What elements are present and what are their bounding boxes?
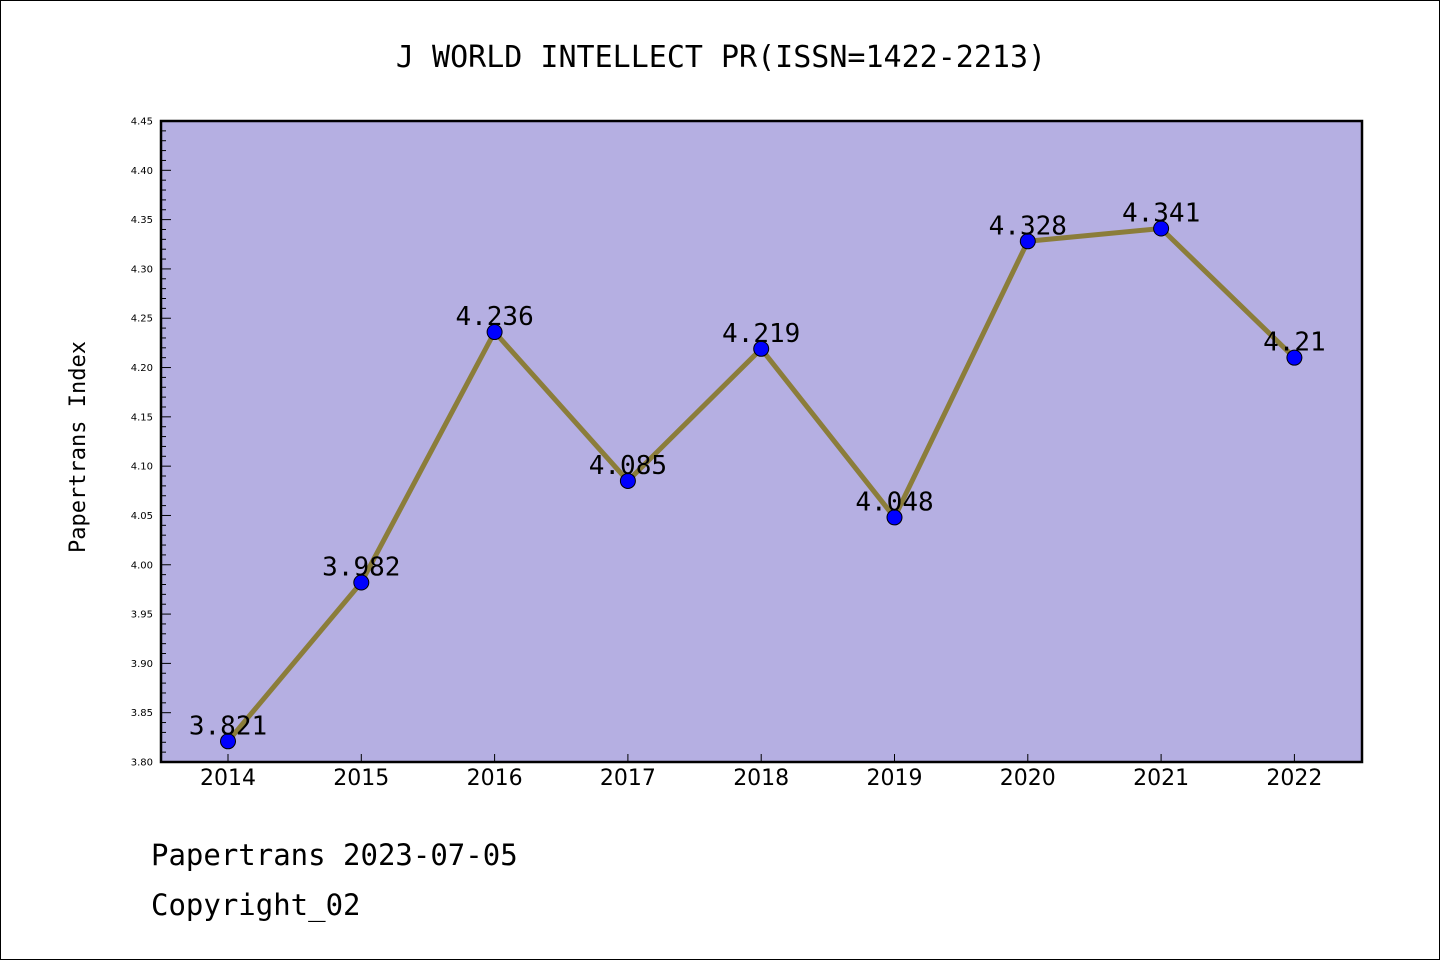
data-label: 3.821 [189, 711, 267, 741]
y-tick-label: 4.30 [131, 264, 153, 275]
y-tick-label: 4.45 [131, 117, 153, 128]
x-tick-label: 2016 [467, 766, 523, 791]
data-label: 4.341 [1122, 198, 1200, 228]
x-tick-label: 2015 [333, 766, 389, 791]
x-tick-label: 2020 [1000, 766, 1056, 791]
y-tick-label: 4.15 [131, 412, 153, 423]
y-tick-label: 4.05 [131, 511, 153, 522]
chart-title: J WORLD INTELLECT PR(ISSN=1422-2213) [396, 40, 1046, 75]
data-label: 3.982 [322, 553, 400, 583]
data-labels: 3.821 3.982 4.236 4.085 4.219 4.048 4.328 4.341… [189, 198, 1326, 741]
footer-copyright: Copyright_02 [151, 888, 361, 923]
series-markers [220, 220, 1303, 750]
y-tick-label: 4.00 [131, 560, 153, 571]
plot-frame [159, 119, 1364, 764]
y-axis-label: Papertrans Index [66, 341, 91, 553]
data-label: 4.21 [1263, 328, 1326, 358]
x-tick-label: 2019 [867, 766, 923, 791]
data-point [753, 340, 770, 357]
x-tick-label: 2021 [1133, 766, 1189, 791]
data-label: 4.085 [589, 451, 667, 481]
y-tick-label: 4.25 [131, 314, 153, 325]
data-label: 4.328 [989, 211, 1067, 241]
axis-ticks: 3.80 3.85 3.90 3.95 4.00 4.05 4.10 4.15 4.20 4.25… [131, 117, 1323, 792]
y-tick-label: 3.85 [131, 708, 153, 719]
x-tick-label: 2014 [200, 766, 256, 791]
y-tick-label: 4.40 [131, 166, 153, 177]
y-tick-label: 3.95 [131, 610, 153, 621]
data-label: 4.236 [455, 302, 533, 332]
y-tick-label: 4.10 [131, 462, 153, 473]
y-tick-label: 3.80 [131, 758, 153, 769]
y-tick-label: 4.20 [131, 363, 153, 374]
x-tick-label: 2017 [600, 766, 656, 791]
x-tick-label: 2018 [733, 766, 789, 791]
x-tick-label: 2022 [1266, 766, 1322, 791]
footer-date: Papertrans 2023-07-05 [151, 838, 518, 872]
data-point [886, 509, 903, 526]
y-tick-label: 3.90 [131, 659, 153, 670]
data-point [1019, 233, 1036, 250]
y-tick-label: 4.35 [131, 215, 153, 226]
data-point [353, 574, 370, 591]
data-point [220, 733, 236, 750]
data-label: 4.219 [722, 319, 800, 349]
data-point [619, 472, 636, 489]
data-point [1286, 349, 1303, 366]
data-label: 4.048 [855, 487, 933, 517]
data-point [1153, 220, 1170, 237]
data-point [486, 324, 503, 341]
